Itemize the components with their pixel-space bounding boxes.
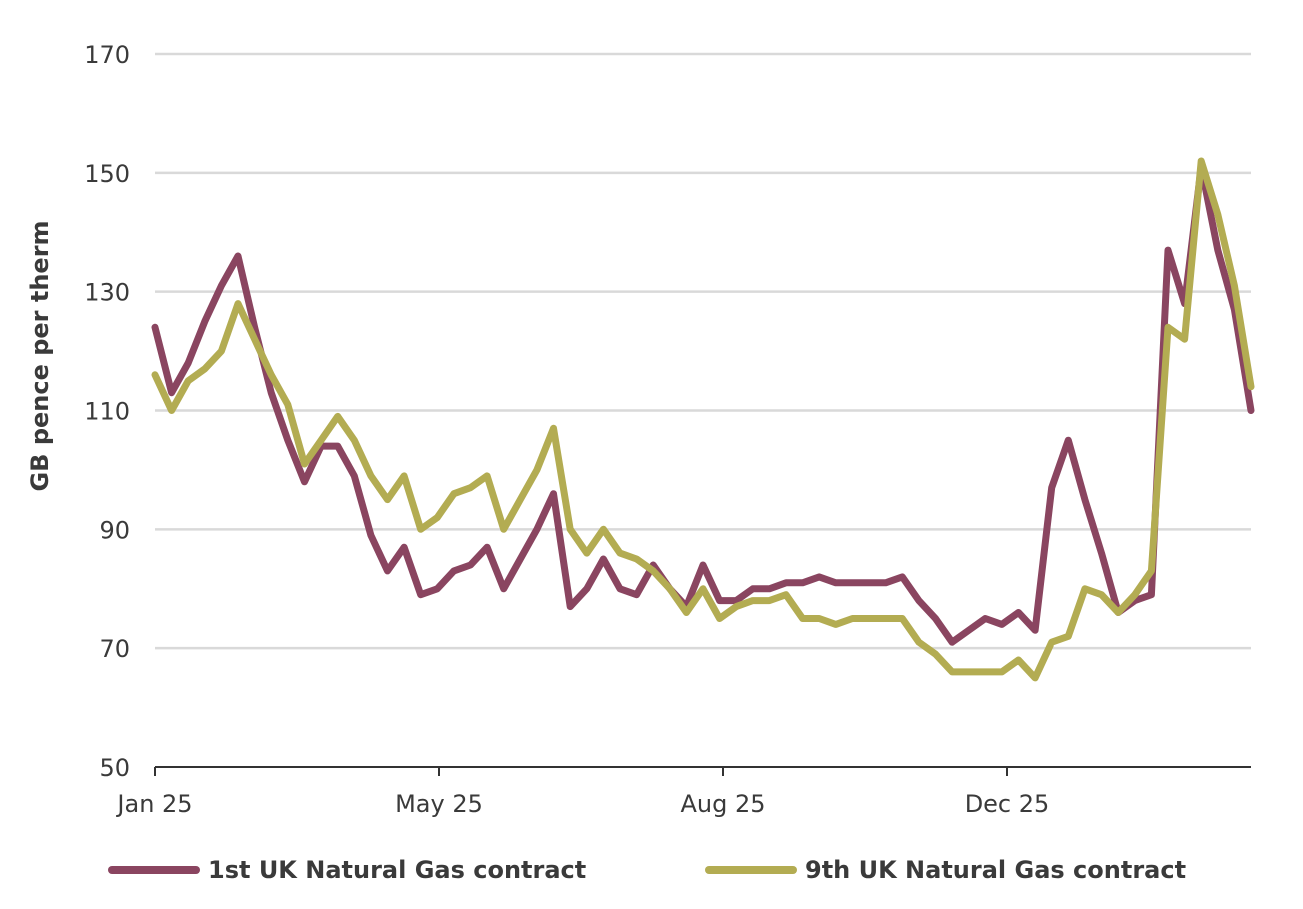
legend-item-series-1: 1st UK Natural Gas contract bbox=[108, 856, 586, 884]
x-axis: Jan 25 May 25 Aug 25 Dec 25 bbox=[115, 766, 1251, 818]
legend-label-series-1: 1st UK Natural Gas contract bbox=[208, 856, 587, 884]
gridlines bbox=[155, 52, 1251, 650]
x-tick-label: Jan 25 bbox=[115, 790, 192, 818]
series-lines bbox=[151, 157, 1255, 682]
x-tick-label: Aug 25 bbox=[680, 790, 765, 818]
legend-label-series-2: 9th UK Natural Gas contract bbox=[805, 856, 1187, 884]
y-tick-label: 110 bbox=[84, 398, 130, 426]
legend-item-series-2: 9th UK Natural Gas contract bbox=[705, 856, 1186, 884]
y-tick-labels: 50 70 90 110 130 150 170 bbox=[84, 41, 130, 782]
y-tick-label: 50 bbox=[99, 754, 130, 782]
x-tick-label: Dec 25 bbox=[965, 790, 1050, 818]
legend: 1st UK Natural Gas contract 9th UK Natur… bbox=[108, 856, 1258, 896]
series-line-1 bbox=[151, 163, 1255, 646]
y-tick-label: 90 bbox=[99, 516, 130, 544]
y-tick-label: 70 bbox=[99, 635, 130, 663]
y-tick-label: 130 bbox=[84, 279, 130, 307]
legend-swatch-series-2 bbox=[705, 866, 797, 874]
y-tick-label: 170 bbox=[84, 41, 130, 69]
legend-swatch-series-1 bbox=[108, 866, 200, 874]
y-tick-label: 150 bbox=[84, 160, 130, 188]
x-tick-label: May 25 bbox=[395, 790, 483, 818]
series-line-2 bbox=[151, 157, 1255, 682]
y-axis-title: GB pence per therm bbox=[26, 220, 54, 491]
line-chart: 50 70 90 110 130 150 170 Jan 25 May 25 Aug 25 Dec… bbox=[26, 41, 1255, 818]
